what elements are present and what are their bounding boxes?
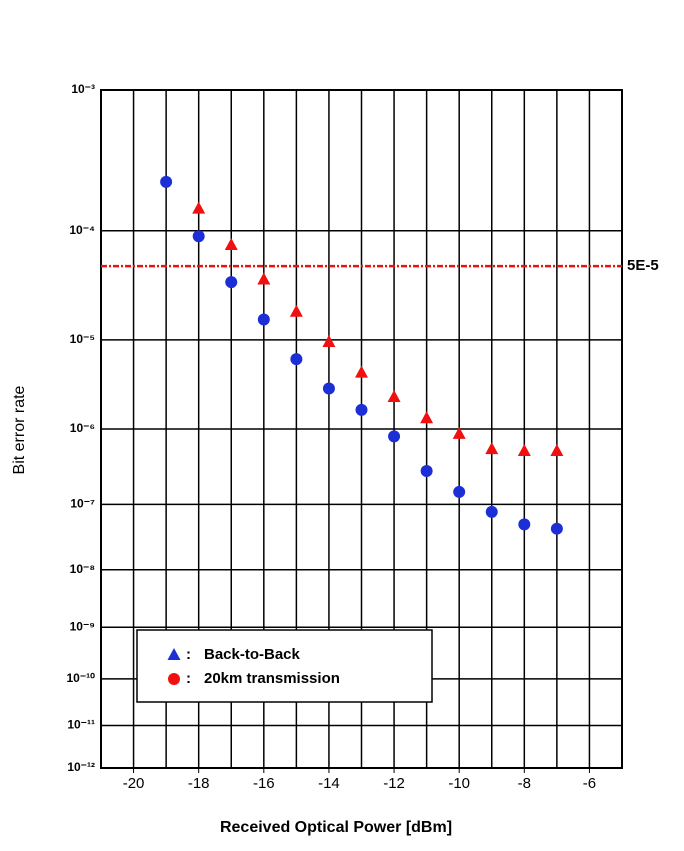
- marker: [224, 238, 238, 251]
- marker: [550, 522, 563, 535]
- y-tick-label: 10⁻³: [71, 82, 95, 96]
- marker: [290, 353, 303, 366]
- legend-box: [136, 629, 433, 703]
- marker: [289, 304, 303, 317]
- legend-colon: :: [186, 646, 191, 663]
- x-tick-label: -14: [318, 775, 340, 792]
- y-axis-label: Bit error rate: [11, 385, 28, 474]
- y-tick-label: 10⁻⁹: [70, 619, 95, 633]
- marker: [420, 411, 434, 424]
- y-tick-label: 10⁻⁸: [70, 562, 95, 576]
- marker: [387, 389, 401, 402]
- legend-label: 20km transmission: [204, 670, 340, 687]
- x-tick-label: -16: [253, 775, 275, 792]
- marker: [485, 505, 498, 518]
- y-tick-label: 10⁻⁷: [70, 497, 95, 511]
- y-tick-label: 10⁻¹⁰: [67, 671, 96, 685]
- marker: [257, 313, 270, 326]
- legend-marker: [168, 673, 180, 685]
- x-tick-label: -8: [518, 775, 531, 792]
- y-tick-label: 10⁻⁵: [70, 332, 95, 346]
- reference-label: 5E-5: [627, 257, 659, 274]
- marker: [192, 230, 205, 243]
- y-tick-label: 10⁻¹¹: [67, 718, 95, 732]
- y-tick-label: 10⁻⁴: [69, 223, 95, 237]
- marker: [452, 426, 466, 439]
- marker: [485, 442, 499, 455]
- plot-frame: [100, 89, 623, 769]
- x-axis-label: Received Optical Power [dBm]: [220, 819, 452, 836]
- marker: [160, 175, 173, 188]
- y-tick-label: 10⁻⁶: [70, 421, 95, 435]
- x-tick-label: -6: [583, 775, 596, 792]
- marker: [453, 485, 466, 498]
- x-tick-label: -18: [188, 775, 210, 792]
- legend-label: Back-to-Back: [204, 646, 301, 663]
- marker: [355, 403, 368, 416]
- marker: [388, 430, 401, 443]
- legend-colon: :: [186, 670, 191, 687]
- legend-marker: [167, 648, 181, 660]
- marker: [550, 443, 564, 456]
- x-tick-label: -20: [123, 775, 145, 792]
- marker: [257, 272, 271, 285]
- marker: [355, 365, 368, 378]
- marker: [322, 382, 335, 395]
- marker: [518, 518, 531, 531]
- marker: [192, 201, 206, 214]
- marker: [225, 276, 238, 289]
- marker: [322, 335, 336, 348]
- y-tick-label: 10⁻¹²: [67, 760, 95, 774]
- marker: [420, 464, 433, 477]
- x-tick-label: -10: [448, 775, 470, 792]
- marker: [517, 443, 531, 456]
- x-tick-label: -12: [383, 775, 405, 792]
